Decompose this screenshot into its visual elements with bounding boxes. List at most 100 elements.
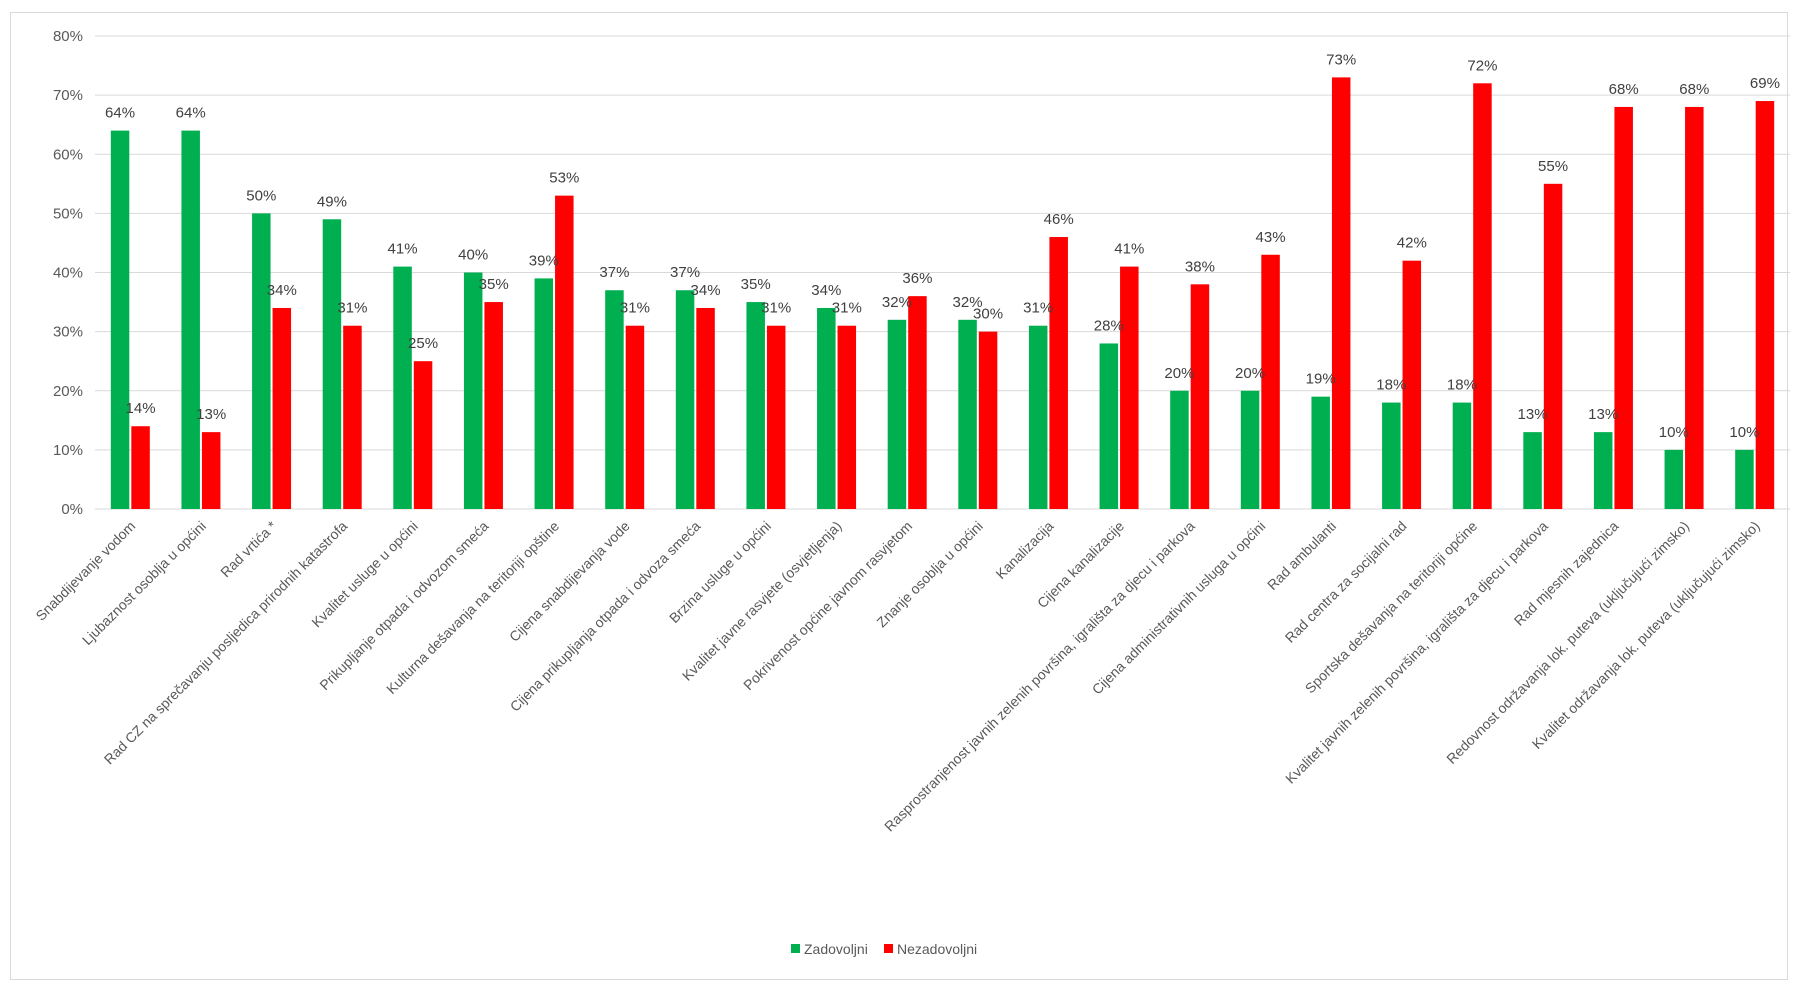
category-label: Rad vrtića * bbox=[217, 517, 280, 580]
bars bbox=[110, 77, 1775, 510]
data-label: 49% bbox=[317, 193, 347, 210]
bar-nezadovoljni bbox=[555, 195, 574, 509]
data-label: 18% bbox=[1447, 377, 1477, 394]
data-label: 50% bbox=[246, 187, 276, 204]
gridlines bbox=[95, 35, 1790, 510]
data-labels: 64% 64%50% 49%41% 40% 39%37% 37%35% 34%32% 32% 3… bbox=[105, 51, 1780, 440]
category-label: Cijena snabdijevanja vode bbox=[506, 518, 633, 645]
bar-nezadovoljni bbox=[1614, 106, 1633, 509]
bar-nezadovoljni bbox=[1402, 260, 1422, 509]
data-label: 46% bbox=[1044, 211, 1074, 228]
bar-zadovoljni bbox=[1382, 402, 1401, 509]
bar-nezadovoljni bbox=[766, 325, 786, 509]
data-label: 31% bbox=[337, 300, 367, 317]
y-tick-label: 40% bbox=[53, 265, 83, 282]
data-label: 30% bbox=[973, 306, 1003, 323]
bar-nezadovoljni bbox=[1685, 106, 1704, 509]
bar-zadovoljni bbox=[958, 319, 977, 509]
data-label: 13% bbox=[1588, 406, 1618, 423]
data-label: 64% bbox=[105, 105, 135, 122]
bar-nezadovoljni bbox=[696, 307, 715, 509]
data-label: 10% bbox=[1729, 424, 1759, 441]
bar-nezadovoljni bbox=[1331, 77, 1351, 509]
data-label: 31% bbox=[620, 300, 650, 317]
data-label: 13% bbox=[196, 406, 226, 423]
category-label: Rad centra za socijalni rad bbox=[1282, 518, 1410, 646]
bar-nezadovoljni bbox=[1473, 83, 1492, 510]
data-label: 69% bbox=[1750, 75, 1780, 92]
data-label: 31% bbox=[1023, 300, 1053, 317]
y-tick-label: 20% bbox=[53, 383, 83, 400]
bar-zadovoljni bbox=[322, 219, 342, 509]
data-label: 34% bbox=[267, 282, 297, 299]
bar-zadovoljni bbox=[1523, 432, 1542, 509]
bar-zadovoljni bbox=[534, 278, 554, 509]
legend-swatch bbox=[791, 944, 800, 953]
bar-zadovoljni bbox=[110, 130, 130, 509]
bar-nezadovoljni bbox=[201, 432, 221, 509]
data-label: 32% bbox=[882, 294, 912, 311]
data-label: 42% bbox=[1397, 235, 1427, 252]
bar-zadovoljni bbox=[1452, 402, 1472, 509]
category-label: Redovnost održavanja lok. puteva (uključ… bbox=[1443, 518, 1692, 767]
data-label: 19% bbox=[1306, 371, 1336, 388]
data-label: 37% bbox=[670, 264, 700, 281]
bar-nezadovoljni bbox=[484, 302, 503, 509]
bar-zadovoljni bbox=[1593, 432, 1613, 509]
data-label: 68% bbox=[1679, 81, 1709, 98]
category-label: Kvalitet javnih zelenih površina, igrali… bbox=[1282, 518, 1551, 787]
data-label: 39% bbox=[529, 252, 559, 269]
bar-nezadovoljni bbox=[1049, 237, 1068, 509]
data-label: 40% bbox=[458, 247, 488, 264]
bar-zadovoljni bbox=[605, 290, 624, 509]
data-label: 55% bbox=[1538, 158, 1568, 175]
data-label: 38% bbox=[1185, 258, 1215, 275]
data-label: 68% bbox=[1609, 81, 1639, 98]
bar-zadovoljni bbox=[1028, 325, 1048, 509]
bar-zadovoljni bbox=[1099, 343, 1119, 509]
category-label: Ljubaznost osoblja u općini bbox=[79, 518, 209, 648]
y-tick-label: 10% bbox=[53, 442, 83, 459]
data-label: 35% bbox=[479, 276, 509, 293]
bar-nezadovoljni bbox=[131, 426, 150, 509]
data-label: 10% bbox=[1659, 424, 1689, 441]
bar-nezadovoljni bbox=[978, 331, 998, 509]
data-label: 18% bbox=[1376, 377, 1406, 394]
data-label: 64% bbox=[176, 105, 206, 122]
bar-zadovoljni bbox=[1311, 396, 1330, 509]
data-label: 34% bbox=[811, 282, 841, 299]
y-tick-label: 50% bbox=[53, 205, 83, 222]
y-tick-label: 60% bbox=[53, 146, 83, 163]
data-label: 25% bbox=[408, 335, 438, 352]
data-label: 20% bbox=[1235, 365, 1265, 382]
bar-nezadovoljni bbox=[1261, 254, 1280, 509]
data-label: 31% bbox=[832, 300, 862, 317]
bar-zadovoljni bbox=[746, 302, 765, 509]
bar-zadovoljni bbox=[252, 213, 271, 509]
data-label: 14% bbox=[126, 400, 156, 417]
data-label: 36% bbox=[902, 270, 932, 287]
bar-zadovoljni bbox=[1735, 449, 1754, 509]
bar-zadovoljni bbox=[393, 266, 412, 509]
bar-zadovoljni bbox=[887, 319, 907, 509]
bar-nezadovoljni bbox=[908, 296, 927, 509]
bar-nezadovoljni bbox=[1120, 266, 1139, 509]
bar-nezadovoljni bbox=[343, 325, 362, 509]
bar-nezadovoljni bbox=[413, 361, 433, 509]
data-label: 53% bbox=[549, 170, 579, 187]
bar-nezadovoljni bbox=[1543, 183, 1563, 509]
category-label: Rad ambulanti bbox=[1264, 518, 1339, 593]
data-label: 73% bbox=[1326, 51, 1356, 68]
bar-zadovoljni bbox=[817, 307, 836, 509]
bar-nezadovoljni bbox=[1755, 101, 1775, 509]
data-label: 34% bbox=[691, 282, 721, 299]
data-label: 28% bbox=[1094, 317, 1124, 334]
data-label: 13% bbox=[1518, 406, 1548, 423]
data-label: 72% bbox=[1467, 57, 1497, 74]
bar-nezadovoljni bbox=[1190, 284, 1210, 509]
bar-zadovoljni bbox=[1170, 390, 1189, 509]
category-label: Rad CZ na sprečavanju posljedica prirodn… bbox=[101, 518, 351, 768]
data-label: 37% bbox=[599, 264, 629, 281]
